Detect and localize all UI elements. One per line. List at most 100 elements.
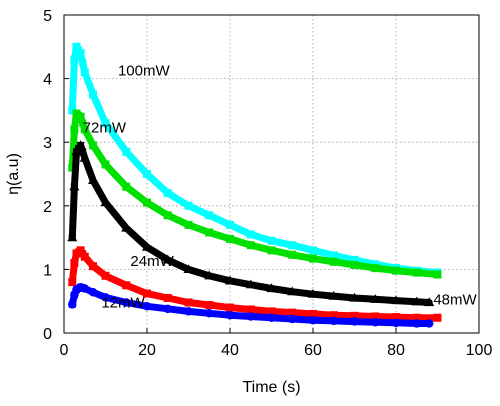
data-point [391,318,401,328]
data-point [89,90,98,99]
data-point [101,160,110,169]
data-point [79,119,87,127]
series-label: 12mW [101,295,145,312]
data-point [411,296,422,306]
data-point [70,259,79,268]
data-point [309,309,317,318]
series-trace [68,110,441,278]
data-point [226,220,234,229]
x-tick-label: 40 [221,342,239,359]
data-point [79,148,87,156]
data-point [68,278,76,286]
data-point [101,119,110,128]
data-point [246,312,255,321]
data-point [80,68,89,77]
data-point [101,293,110,302]
data-point [350,317,359,326]
y-tick-label: 0 [43,326,52,343]
data-point [184,307,193,316]
series-label: 24mW [130,253,174,270]
data-point [329,257,338,266]
axis-ticks: 0 20 40 60 80 100 0 1 2 3 4 5 [43,8,492,359]
data-point [329,311,338,320]
x-tick-label: 60 [304,342,322,359]
data-point [390,295,402,305]
data-point [142,302,152,311]
data-point [245,279,256,289]
data-point [75,111,83,119]
data-point [72,249,81,258]
data-point [371,312,380,321]
data-point [308,316,318,325]
data-point [88,175,99,184]
data-point [392,313,400,322]
data-point [329,316,338,326]
data-point [412,319,421,328]
data-point [226,234,234,243]
data-point [350,311,359,320]
data-point [392,266,400,275]
data-point [309,254,317,263]
data-point [88,288,98,297]
data-point [79,284,87,292]
data-point [183,264,194,273]
data-point [75,248,83,256]
data-point [100,197,111,207]
data-point [224,275,236,285]
data-point [371,317,380,327]
data-point [72,109,81,118]
data-point [68,300,76,308]
data-point [163,211,172,220]
data-point [288,250,297,259]
data-point [226,303,234,312]
data-point [349,292,360,302]
data-point [70,125,78,133]
data-point [267,307,276,316]
series-label: 72mW [83,120,127,137]
data-point [184,220,193,229]
series-label: 100mW [118,62,171,79]
data-point [70,125,79,134]
data-point [205,228,214,237]
series-label: 48mW [433,291,477,308]
data-point [79,152,90,162]
series-24mW [68,246,442,322]
data-point [76,112,85,121]
data-point [370,294,381,303]
data-point [141,241,153,251]
data-point [371,264,380,273]
data-point [75,284,83,292]
data-point [328,290,339,300]
data-point [101,271,110,280]
data-point [288,241,297,250]
data-point [205,211,214,220]
data-point [122,281,131,290]
data-point [70,183,78,191]
data-point [267,313,276,322]
data-point [205,301,214,310]
data-point [225,310,235,320]
data-point [350,260,359,269]
data-point [68,106,77,115]
data-point [163,294,172,303]
data-point [122,147,131,156]
data-point [424,319,434,328]
data-point [70,291,78,299]
plot-frame [63,14,480,334]
y-tick-label: 5 [43,8,52,25]
data-point [79,59,87,67]
series-trace [68,43,441,277]
data-point [163,189,172,198]
data-point [412,268,421,277]
x-axis-title: Time (s) [242,379,300,396]
data-point [184,201,193,210]
data-point [350,255,359,264]
data-point [424,297,435,307]
data-point [122,298,131,307]
data-point [121,222,132,232]
data-point [70,55,79,64]
x-tick-label: 20 [138,342,156,359]
data-point [70,56,78,64]
data-point [288,308,297,317]
